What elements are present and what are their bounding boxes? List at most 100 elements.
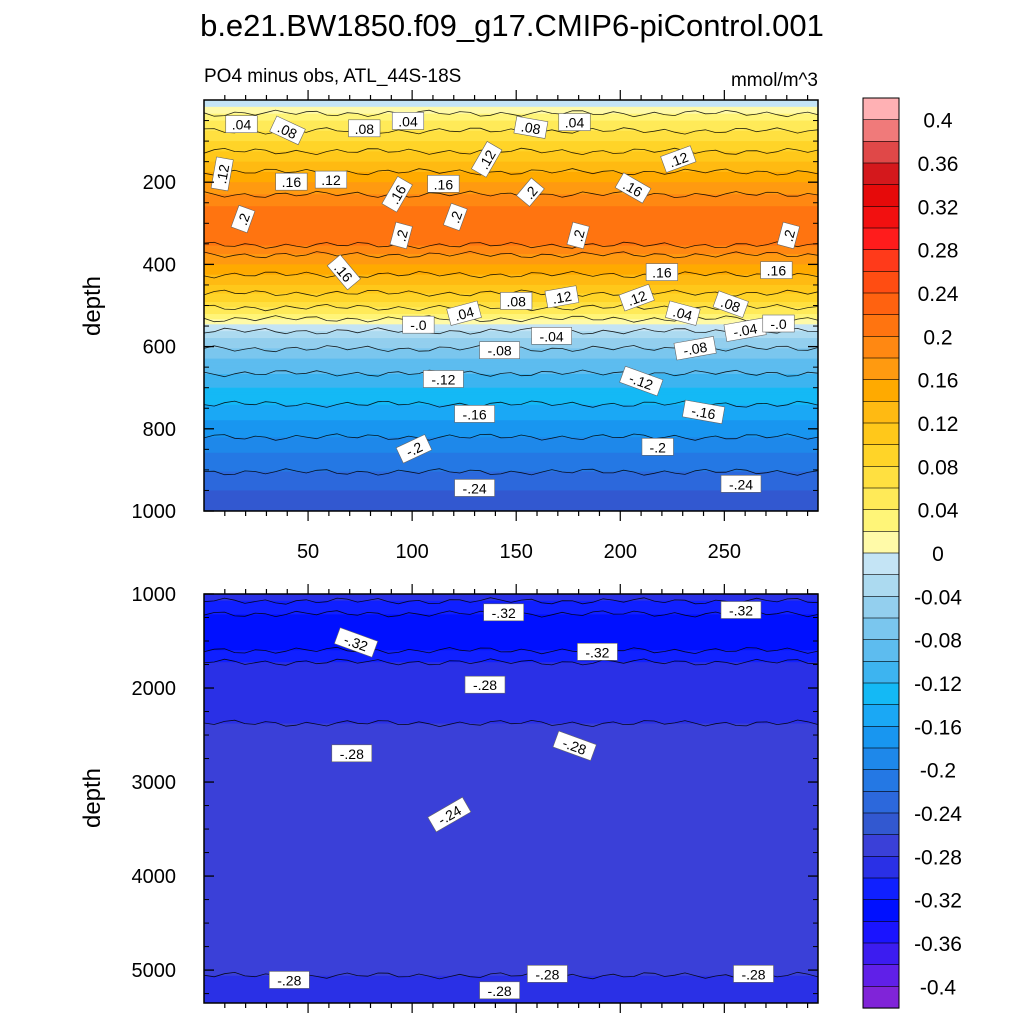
contour-label: .16 (645, 263, 678, 281)
contour-band (204, 113, 818, 117)
contour-band (204, 878, 818, 881)
contour-band (204, 451, 818, 454)
contour-band (204, 686, 818, 689)
contour-label-text: -.32 (585, 644, 609, 660)
contour-label: -.28 (527, 964, 568, 983)
contour-band (204, 725, 818, 728)
contour-band (204, 173, 818, 176)
contour-band (204, 151, 818, 154)
contour-label: .16 (381, 175, 413, 213)
contour-band (204, 728, 818, 731)
contour-band (204, 274, 818, 277)
contour-label-text: -.2 (403, 439, 425, 460)
colorbar: 0.4 0.36 0.32 0.28 0.24 0.2 0.16 0.12 0.08 0.04 0 -… (862, 97, 962, 1009)
contour-band (204, 704, 818, 708)
contour-label-text: .2 (446, 209, 465, 226)
contour-band (204, 905, 818, 909)
contour-band (204, 468, 818, 471)
contour-band (204, 701, 818, 704)
contour-band (204, 495, 818, 498)
contour-band (204, 165, 818, 168)
colorbar-label: 0.04 (918, 500, 959, 523)
contour-band (204, 771, 818, 774)
contour-band (204, 830, 818, 834)
contour-band (204, 674, 818, 677)
contour-label: .04 (391, 112, 425, 130)
contour-band (204, 880, 818, 883)
contour-band (204, 219, 818, 223)
contour-band (204, 103, 818, 106)
contour-band (204, 230, 818, 233)
contour-band (204, 847, 818, 851)
contour-band (204, 668, 818, 672)
contour-band (204, 747, 818, 750)
contour-line (204, 646, 818, 655)
contour-label-text: .2 (392, 228, 411, 244)
contour-line (204, 127, 818, 135)
contour-band (204, 759, 818, 762)
contour-band (204, 255, 818, 259)
contour-band (204, 665, 818, 668)
contour-band (204, 415, 818, 418)
contour-band (204, 487, 818, 490)
contour-band (204, 137, 818, 140)
contour-band (204, 129, 818, 132)
contour-band (204, 420, 818, 423)
contour-band (204, 437, 818, 440)
contour-band (204, 276, 818, 279)
contour-band (204, 595, 818, 598)
contour-band (204, 235, 818, 238)
y-tick-label: 5000 (132, 960, 177, 982)
contour-band (204, 946, 818, 950)
colorbar-label: -0.32 (914, 890, 962, 913)
x-tick-label: 50 (297, 541, 319, 563)
contour-label: -.28 (479, 981, 520, 1000)
colorbar-swatch (862, 314, 900, 337)
colorbar-swatch (862, 596, 900, 619)
contour-band (204, 769, 818, 772)
contour-band (204, 863, 818, 866)
contour-band (204, 766, 818, 769)
contour-band (204, 849, 818, 852)
contour-label-text: -.28 (560, 735, 588, 758)
contour-band (204, 163, 818, 166)
contour-label: .04 (446, 300, 482, 326)
colorbar-label: 0.16 (918, 370, 959, 393)
contour-band (204, 416, 818, 420)
contour-band (204, 492, 818, 495)
contour-label: .2 (776, 221, 800, 250)
contour-band (204, 904, 818, 907)
contour-band (204, 231, 818, 235)
contour-band (204, 427, 818, 430)
y-tick-label: 1000 (132, 584, 177, 606)
contour-band (204, 171, 818, 175)
contour-band (204, 440, 818, 444)
contour-label: .08 (500, 292, 533, 310)
contour-band (204, 679, 818, 682)
contour-band (204, 783, 818, 786)
contour-band (204, 365, 818, 368)
contour-band (204, 917, 818, 921)
contour-band (204, 476, 818, 480)
contour-band (204, 890, 818, 893)
panel-subtitle-left: PO4 minus obs, ATL_44S-18S (204, 66, 461, 87)
contour-band (204, 948, 818, 951)
contour-band (204, 281, 818, 284)
contour-band (204, 675, 818, 679)
contour-band (204, 120, 818, 123)
contour-band (204, 500, 818, 504)
contour-band (204, 636, 818, 639)
contour-label-text: .16 (767, 263, 787, 279)
contour-band (204, 403, 818, 406)
contour-band (204, 360, 818, 363)
contour-line (204, 109, 818, 118)
contour-band (204, 733, 818, 737)
contour-band (204, 242, 818, 245)
contour-band (204, 761, 818, 764)
contour-band (204, 720, 818, 723)
lower-contour-labels: -.32 -.32-.32 -.32-.28-.28 -.28-.24-.28 -.28… (268, 601, 774, 1000)
contour-label: -.08 (673, 336, 717, 361)
contour-label-text: -.28 (535, 966, 559, 982)
contour-band (204, 421, 818, 425)
colorbar-swatch (862, 422, 900, 446)
